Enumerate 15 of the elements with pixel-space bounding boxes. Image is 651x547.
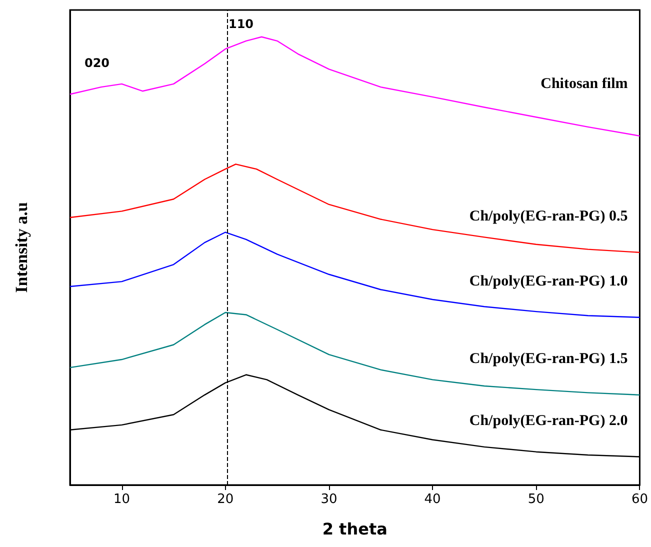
x-tick-label: 40 bbox=[424, 492, 441, 507]
text: 110 bbox=[228, 17, 254, 31]
x-tick-label: 30 bbox=[320, 492, 338, 507]
series-label: Ch/poly(EG-ran-PG) 1.5 bbox=[469, 350, 628, 367]
x-tick-label: 50 bbox=[528, 492, 544, 507]
series-label: Ch/poly(EG-ran-PG) 1.0 bbox=[469, 273, 628, 290]
series-label: Ch/poly(EG-ran-PG) 2.0 bbox=[469, 412, 628, 429]
x-tick-label: 20 bbox=[217, 492, 234, 507]
series-label: Chitosan film bbox=[540, 76, 628, 92]
series-label: Ch/poly(EG-ran-PG) 0.5 bbox=[469, 208, 628, 224]
x-tick-label: 10 bbox=[114, 492, 130, 507]
x-axis-title: 2 theta bbox=[322, 520, 388, 538]
annotation: 020 bbox=[84, 56, 110, 70]
x-tick-label: 60 bbox=[631, 492, 648, 507]
y-axis-title: Intensity a.u bbox=[12, 202, 31, 293]
